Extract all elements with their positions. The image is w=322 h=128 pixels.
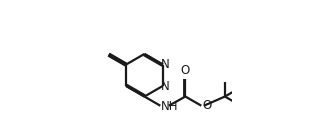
Text: N: N	[161, 57, 170, 71]
Text: NH: NH	[161, 100, 179, 113]
Text: O: O	[202, 99, 212, 112]
Text: O: O	[181, 64, 190, 77]
Text: N: N	[161, 80, 170, 93]
